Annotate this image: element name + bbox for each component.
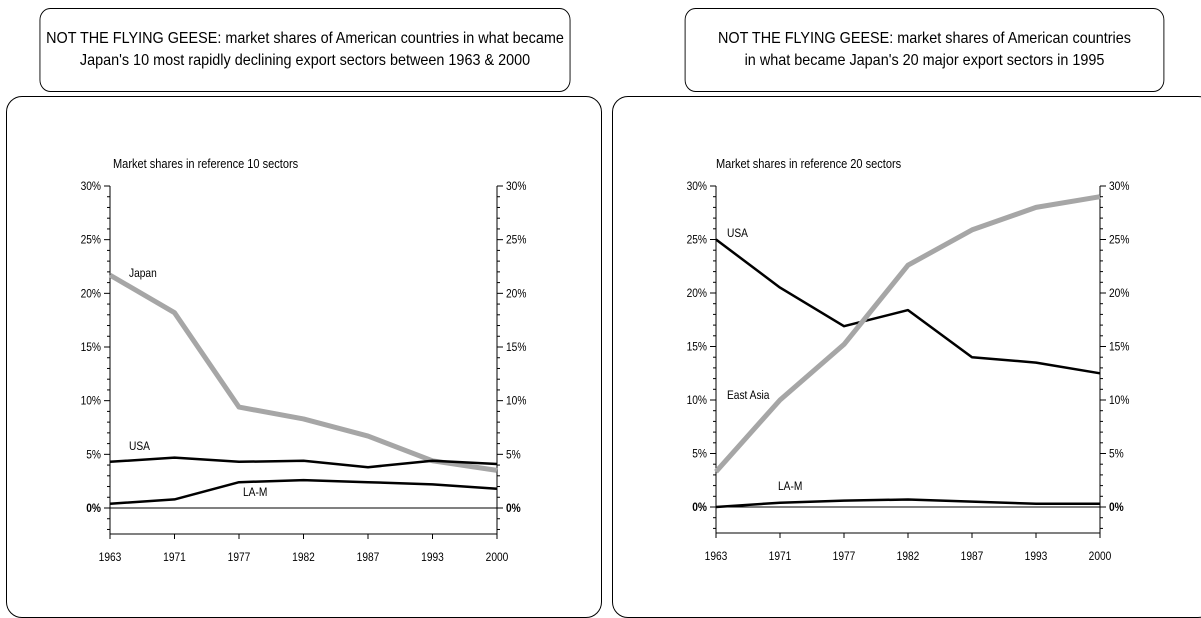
series-line-japan (108, 272, 498, 473)
left-y-tick-label: 5% (86, 449, 101, 462)
left-y-tick-label: 30% (687, 180, 707, 193)
right-y-tick-label: 20% (1109, 287, 1129, 300)
right-y-tick-label: 10% (1109, 394, 1129, 407)
axis-caption: Market shares in reference 20 sectors (716, 156, 901, 171)
right-y-tick-label: 5% (1109, 448, 1124, 461)
right-y-tick-label: 30% (506, 180, 526, 193)
left-y-tick-label: 10% (81, 395, 101, 408)
right-y-tick-label: 25% (506, 234, 526, 247)
left-y-tick-label: 20% (687, 287, 707, 300)
x-tick-label: 2000 (1089, 550, 1112, 563)
left-y-tick-label: 5% (692, 448, 707, 461)
series-label-usa: USA (129, 440, 150, 453)
chart-1-title: NOT THE FLYING GEESE: market shares of A… (46, 30, 564, 69)
chart-2-title: NOT THE FLYING GEESE: market shares of A… (718, 30, 1131, 69)
left-y-tick-label: 25% (81, 234, 101, 247)
series-line-la-m (715, 498, 1100, 509)
left-y-tick-label: 20% (81, 288, 101, 301)
right-y-tick-label: 20% (506, 288, 526, 301)
x-tick-label: 1977 (833, 550, 856, 563)
series-label-japan: Japan (129, 267, 157, 280)
x-tick-label: 1987 (357, 551, 380, 564)
chart-1-svg: Market shares in reference 10 sectors 30%… (81, 156, 1130, 564)
chart-1-panel (6, 96, 602, 618)
x-tick-label: 1963 (705, 550, 728, 563)
x-tick-label: 1987 (961, 550, 984, 563)
series-label-east-asia: East Asia (727, 389, 770, 402)
right-y-tick-label: 15% (506, 341, 526, 354)
series-line-east-asia (714, 194, 1101, 474)
series-line-usa (109, 456, 498, 469)
x-tick-label: 1993 (421, 551, 444, 564)
right-y-tick-label: 25% (1109, 234, 1129, 247)
right-y-tick-label: 10% (506, 395, 526, 408)
x-tick-label: 1971 (163, 551, 186, 564)
series-line-usa (715, 238, 1101, 375)
x-tick-label: 1993 (1025, 550, 1048, 563)
x-tick-label: 1982 (292, 551, 315, 564)
series-label-la-m: LA-M (243, 486, 267, 499)
left-y-tick-label: 30% (81, 180, 101, 193)
x-tick-label: 1963 (99, 551, 122, 564)
left-y-tick-label: 15% (81, 341, 101, 354)
x-tick-label: 1982 (897, 550, 920, 563)
series-label-usa: USA (727, 227, 748, 240)
left-y-tick-label: 0% (86, 502, 101, 515)
x-tick-label: 1971 (769, 550, 792, 563)
left-y-tick-label: 0% (692, 501, 707, 514)
right-y-tick-label: 15% (1109, 341, 1129, 354)
right-y-tick-label: 0% (1109, 501, 1124, 514)
left-y-tick-label: 15% (687, 341, 707, 354)
series-line-la-m (109, 478, 498, 505)
chart-2-plot: Market shares in reference 20 sectors 30%… (687, 156, 1130, 563)
x-tick-label: 2000 (486, 551, 509, 564)
chart-2-title-box: NOT THE FLYING GEESE: market shares of A… (684, 8, 1165, 92)
right-y-tick-label: 0% (506, 502, 521, 515)
right-y-tick-label: 30% (1109, 180, 1129, 193)
right-y-tick-label: 5% (506, 449, 521, 462)
left-y-tick-label: 25% (687, 234, 707, 247)
left-y-tick-label: 10% (687, 394, 707, 407)
chart-1-plot: Market shares in reference 10 sectors 30%… (81, 156, 527, 564)
x-tick-label: 1977 (228, 551, 251, 564)
axis-caption: Market shares in reference 10 sectors (113, 156, 298, 171)
series-label-la-m: LA-M (778, 480, 802, 493)
chart-1-title-box: NOT THE FLYING GEESE: market shares of A… (39, 8, 571, 92)
